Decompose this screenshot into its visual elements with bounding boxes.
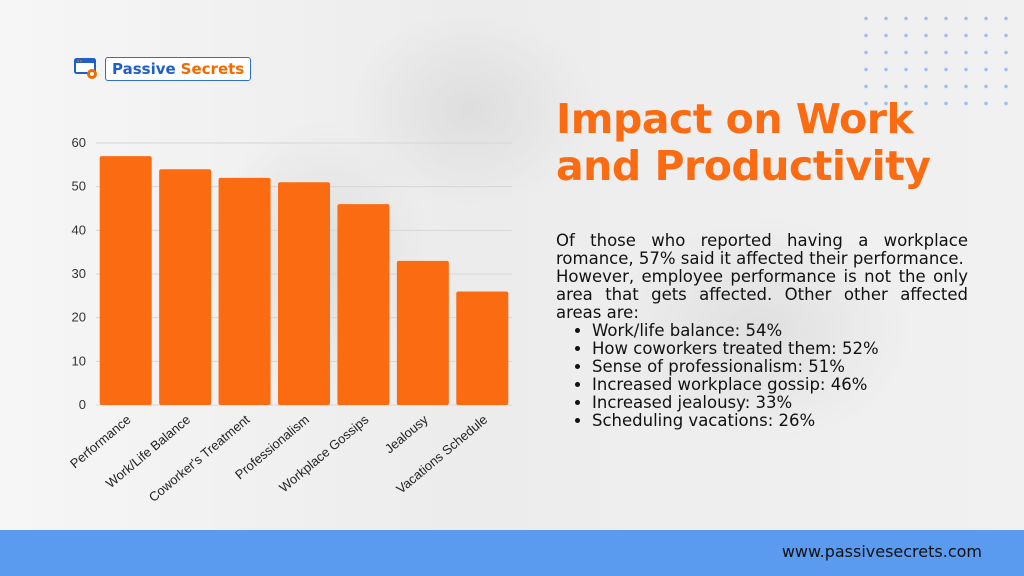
y-tick-label: 40 [72,222,86,237]
bar-2 [218,177,271,405]
bar-3 [278,182,330,405]
bar-1 [159,169,212,405]
affected-areas-list: Work/life balance: 54% How coworkers tre… [556,322,968,430]
brand-wordmark: Passive Secrets [105,57,252,81]
x-tick-label: Coworker's Treatment [146,412,253,505]
title-line-1: Impact on Work [556,95,914,143]
x-tick-label: Jealousy [382,411,431,456]
y-tick-label: 60 [72,135,86,150]
body-text: Of those who reported having a workplace… [556,232,968,430]
bar-5 [396,260,449,405]
list-item: Increased jealousy: 33% [592,394,968,412]
body-paragraph-2: However, employee performance is not the… [556,267,968,322]
monitor-gear-icon [74,58,97,79]
list-item: Sense of professionalism: 51% [592,358,968,376]
list-item: Work/life balance: 54% [592,322,968,340]
footer-website-link[interactable]: www.passivesecrets.com [781,542,982,561]
list-item: Increased workplace gossip: 46% [592,376,968,394]
y-tick-label: 30 [72,266,86,281]
brand-logo[interactable]: Passive Secrets [74,57,252,81]
body-paragraph-1: Of those who reported having a workplace… [556,231,968,268]
bar-6 [456,291,509,405]
y-tick-label: 10 [72,353,86,368]
brand-word-passive: Passive [112,60,176,78]
y-tick-label: 50 [72,179,86,194]
brand-word-secrets: Secrets [180,60,245,78]
title-line-2: and Productivity [556,142,931,190]
y-tick-label: 20 [72,310,86,325]
list-item: Scheduling vacations: 26% [592,412,968,430]
bar-0 [99,156,152,405]
y-tick-label: 0 [79,397,86,412]
dot-pattern-decoration [856,10,1024,110]
page-title: Impact on Work and Productivity [556,96,996,190]
footer-bar: www.passivesecrets.com [0,530,1024,576]
list-item: How coworkers treated them: 52% [592,340,968,358]
bar-4 [337,204,390,405]
